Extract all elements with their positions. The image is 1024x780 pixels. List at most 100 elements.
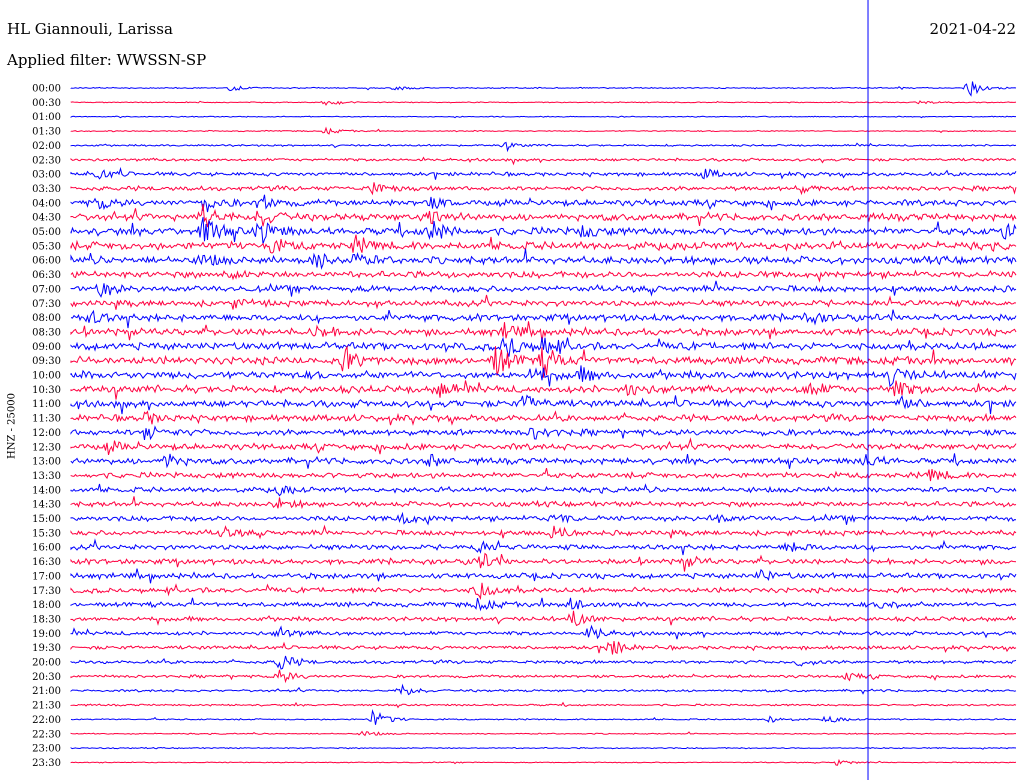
row-label: 19:30 — [32, 643, 61, 654]
trace-line — [70, 280, 1017, 298]
row-label: 22:00 — [32, 715, 61, 726]
trace-line — [70, 203, 1017, 228]
trace-line — [70, 141, 1017, 153]
row-label: 15:30 — [32, 528, 61, 539]
trace-line — [70, 394, 1017, 415]
row-label: 01:00 — [32, 112, 61, 123]
row-label: 10:30 — [32, 385, 61, 396]
trace-line — [70, 669, 1017, 684]
trace-line — [70, 708, 1017, 725]
row-label: 05:30 — [32, 241, 61, 252]
row-label: 18:30 — [32, 614, 61, 625]
trace-line — [70, 156, 1016, 166]
trace-line — [70, 365, 1017, 388]
row-label: 17:00 — [32, 571, 61, 582]
trace-line — [70, 309, 1017, 329]
trace-line — [70, 610, 1017, 627]
trace-line — [70, 701, 1017, 709]
trace-line — [70, 624, 1017, 640]
trace-line — [70, 568, 1017, 584]
row-label: 03:00 — [32, 170, 61, 181]
trace-line — [70, 182, 1017, 196]
filter-label: Applied filter: WWSSN-SP — [7, 51, 207, 69]
trace-line — [70, 126, 1016, 135]
row-label: 08:30 — [32, 327, 61, 338]
row-label: 18:00 — [32, 600, 61, 611]
row-label: 22:30 — [32, 729, 61, 740]
trace-line — [70, 483, 1017, 497]
row-label: 02:30 — [32, 155, 61, 166]
trace-line — [70, 758, 1017, 766]
trace-line — [70, 425, 1017, 441]
trace-line — [70, 453, 1017, 469]
row-label: 20:00 — [32, 658, 61, 669]
row-label: 21:30 — [32, 701, 61, 712]
trace-line — [70, 269, 1017, 283]
date-label: 2021-04-22 — [929, 20, 1016, 38]
row-label: 09:00 — [32, 342, 61, 353]
trace-line — [70, 582, 1017, 600]
trace-group — [70, 81, 1017, 766]
row-label: 05:00 — [32, 227, 61, 238]
trace-line — [70, 655, 1017, 670]
row-label: 20:30 — [32, 672, 61, 683]
row-label: 11:00 — [32, 399, 61, 410]
row-label: 11:30 — [32, 414, 61, 425]
trace-line — [70, 344, 1017, 378]
row-label: 00:00 — [32, 84, 61, 95]
row-label: 06:00 — [32, 256, 61, 267]
trace-line — [70, 336, 1017, 357]
row-label: 12:30 — [32, 442, 61, 453]
row-label: 04:00 — [32, 198, 61, 209]
row-label: 13:00 — [32, 457, 61, 468]
trace-line — [70, 730, 1016, 737]
row-label: 15:00 — [32, 514, 61, 525]
trace-line — [70, 683, 1017, 696]
row-label: 14:30 — [32, 500, 61, 511]
trace-line — [70, 597, 1017, 612]
row-label: 17:30 — [32, 586, 61, 597]
row-label: 19:00 — [32, 629, 61, 640]
trace-line — [70, 248, 1017, 270]
trace-line — [70, 166, 1017, 180]
row-label: 23:00 — [32, 744, 61, 755]
trace-line — [70, 321, 1017, 342]
row-label: 01:30 — [32, 127, 61, 138]
trace-line — [70, 217, 1017, 244]
trace-line — [70, 81, 1017, 97]
row-label: 07:30 — [32, 299, 61, 310]
row-label: 12:00 — [32, 428, 61, 439]
row-label: 04:30 — [32, 213, 61, 224]
row-label: 08:00 — [32, 313, 61, 324]
trace-line — [70, 100, 1017, 106]
row-label: 03:30 — [32, 184, 61, 195]
trace-line — [70, 467, 1017, 482]
station-title: HL Giannouli, Larissa — [7, 20, 173, 38]
trace-line — [70, 746, 1017, 750]
row-label: 09:30 — [32, 356, 61, 367]
row-label: 16:30 — [32, 557, 61, 568]
row-label: 10:00 — [32, 371, 61, 382]
trace-line — [70, 524, 1017, 540]
trace-line — [70, 294, 1017, 310]
trace-line — [70, 234, 1017, 254]
row-label: 14:00 — [32, 485, 61, 496]
row-label: 23:30 — [32, 758, 61, 769]
trace-line — [70, 496, 1017, 510]
trace-line — [70, 552, 1017, 572]
row-label: 06:30 — [32, 270, 61, 281]
trace-line — [70, 511, 1017, 526]
row-label: 13:30 — [32, 471, 61, 482]
trace-line — [70, 641, 1017, 655]
row-label: 16:00 — [32, 543, 61, 554]
trace-line — [70, 194, 1017, 213]
row-label-group: 00:00 00:30 01:00 01:30 02:00 02:30 03:00 03:30… — [32, 84, 61, 769]
row-label: 07:00 — [32, 284, 61, 295]
row-label: 00:30 — [32, 98, 61, 109]
row-label: 02:00 — [32, 141, 61, 152]
row-label: 21:00 — [32, 686, 61, 697]
trace-line — [70, 538, 1017, 556]
trace-line — [70, 410, 1017, 426]
trace-line — [70, 437, 1017, 456]
